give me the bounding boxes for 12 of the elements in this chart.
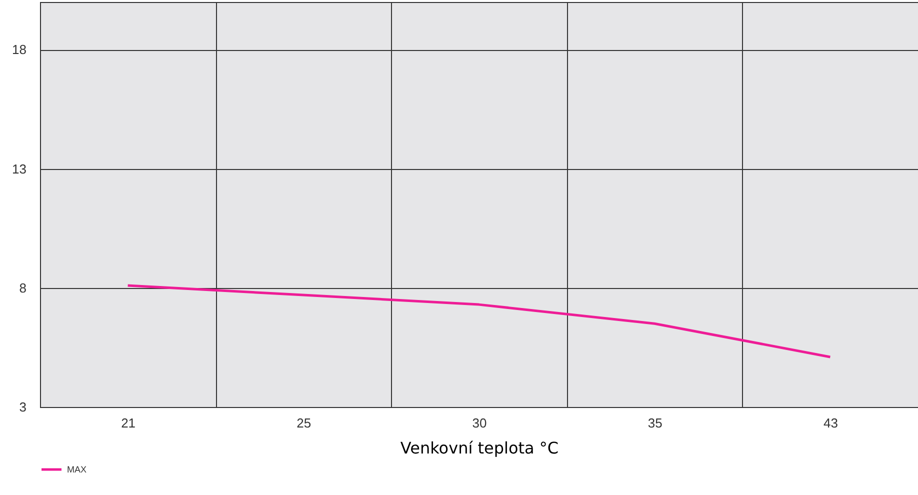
y-tick-label: 3 — [19, 400, 26, 414]
x-tick-label: 21 — [121, 416, 136, 430]
line-series — [126, 284, 832, 358]
x-tick-label: 43 — [823, 416, 838, 430]
legend-label: MAX — [67, 464, 87, 474]
y-tick-label: 8 — [19, 280, 26, 296]
y-tick-label: 13 — [12, 161, 26, 176]
x-tick-label: 25 — [296, 416, 312, 430]
x-axis-title: Venkovní teplota °C — [400, 438, 559, 458]
x-tick-label: 35 — [648, 416, 662, 430]
y-tick-label: 18 — [12, 42, 26, 58]
x-tick-label: 30 — [472, 416, 487, 430]
